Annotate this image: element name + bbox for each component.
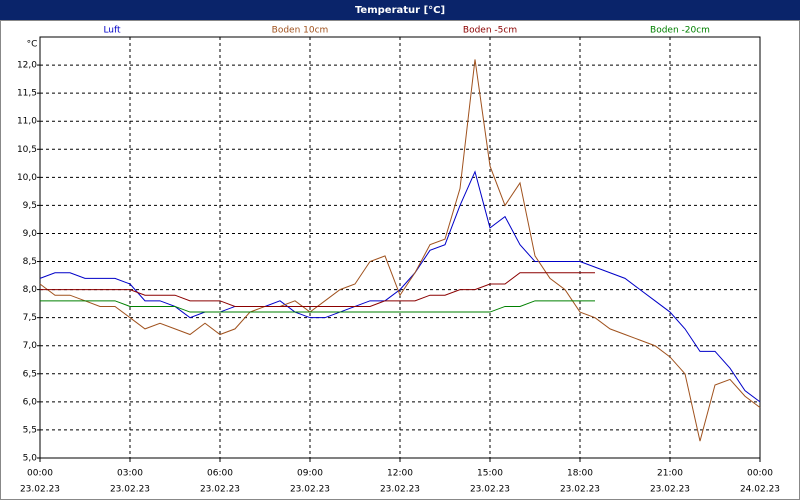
x-tick-date: 23.02.23 (20, 485, 60, 495)
x-tick-date: 23.02.23 (110, 485, 150, 495)
x-tick-date: 23.02.23 (650, 485, 690, 495)
x-tick-label: 09:00 (297, 469, 323, 479)
y-tick-label: 6,0 (23, 397, 38, 407)
x-tick-label: 00:00 (747, 469, 773, 479)
y-tick-label: 10,5 (17, 145, 37, 155)
legend-entry: Luft (103, 26, 121, 36)
series-line (40, 300, 595, 313)
title-bar (0, 0, 800, 20)
x-tick-label: 15:00 (477, 469, 503, 479)
y-tick-label: 7,0 (23, 341, 38, 351)
y-tick-label: 12,0 (17, 61, 37, 71)
x-tick-label: 03:00 (117, 469, 143, 479)
y-tick-label: 11,0 (17, 117, 37, 127)
series-line (39, 59, 761, 442)
y-tick-label: 6,5 (23, 369, 37, 379)
series-line (39, 170, 761, 403)
y-tick-label: 8,5 (23, 257, 37, 267)
y-tick-label: 10,0 (17, 173, 37, 183)
x-tick-date: 23.02.23 (560, 485, 600, 495)
x-tick-label: 12:00 (387, 469, 413, 479)
chart-title: Temperatur [°C] (355, 5, 445, 16)
x-tick-date: 24.02.23 (740, 485, 780, 495)
x-tick-label: 18:00 (567, 469, 593, 479)
x-tick-date: 23.02.23 (290, 485, 330, 495)
y-tick-label: 9,5 (23, 201, 37, 211)
legend-entry: Boden -20cm (650, 26, 710, 36)
legend-entry: Boden 10cm (272, 26, 329, 36)
x-tick-date: 23.02.23 (200, 485, 240, 495)
x-tick-label: 00:00 (27, 469, 53, 479)
x-tick-date: 23.02.23 (380, 485, 420, 495)
y-tick-label: 5,0 (23, 454, 38, 464)
legend-entry: Boden -5cm (463, 26, 517, 36)
x-tick-date: 23.02.23 (470, 485, 510, 495)
y-tick-label: 8,0 (23, 285, 38, 295)
series-line (40, 272, 595, 307)
y-tick-label: 11,5 (17, 89, 37, 99)
y-unit: °C (27, 40, 38, 50)
x-tick-label: 06:00 (207, 469, 233, 479)
y-tick-label: 9,0 (23, 229, 38, 239)
y-tick-label: 5,5 (23, 425, 37, 435)
x-tick-label: 21:00 (657, 469, 683, 479)
y-tick-label: 7,5 (23, 313, 37, 323)
